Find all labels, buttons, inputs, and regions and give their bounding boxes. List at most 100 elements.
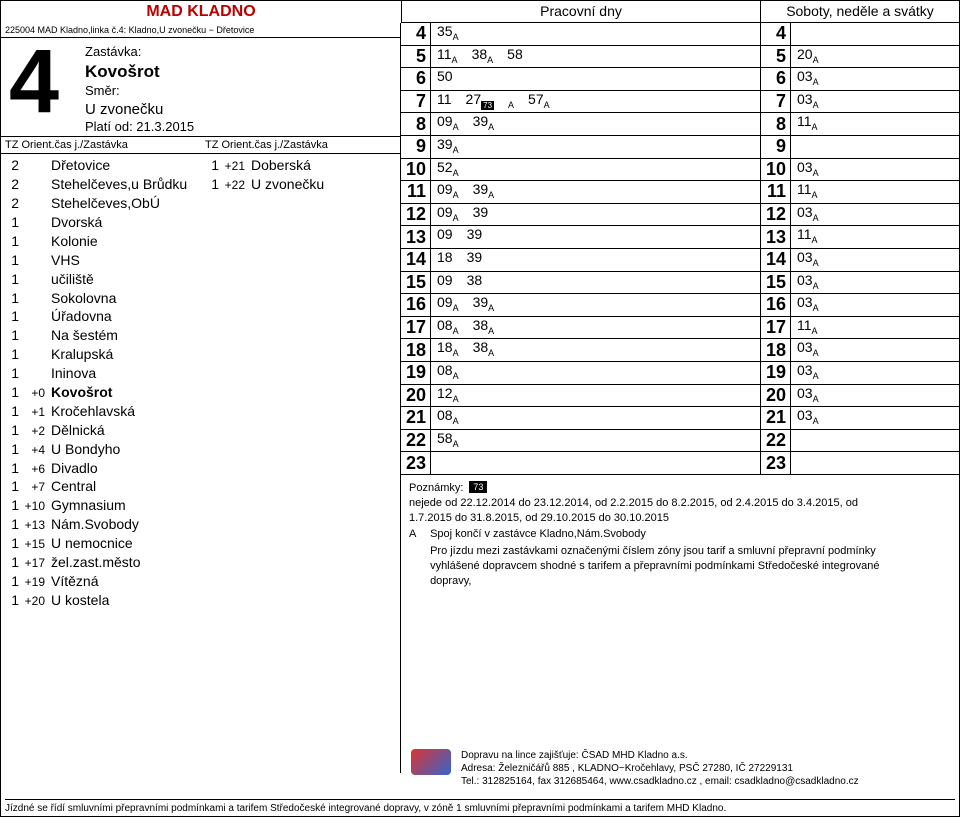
schedule-row: 2108A <box>401 407 760 430</box>
schedule-row: 650 <box>401 68 760 91</box>
operator-line1: Dopravu na lince zajišťuje: ČSAD MHD Kla… <box>461 749 859 762</box>
stop-row: 1+17žel.zast.město <box>5 553 201 572</box>
operator-text: Dopravu na lince zajišťuje: ČSAD MHD Kla… <box>461 749 859 788</box>
schedule-row: 435A <box>401 23 760 46</box>
valid-from: Platí od: 21.3.2015 <box>85 119 194 136</box>
operator-info: Dopravu na lince zajišťuje: ČSAD MHD Kla… <box>411 749 953 788</box>
schedule-row: 7112773A57A <box>401 91 760 114</box>
stop-row: 1Sokolovna <box>5 289 201 308</box>
header-workdays: Pracovní dny <box>401 1 761 23</box>
direction-name: U zvonečku <box>85 100 194 120</box>
stop-row: 1Dvorská <box>5 213 201 232</box>
stops-list: 2Dřetovice2Stehelčeves,u Brůdku2Stehelče… <box>1 154 400 609</box>
schedule-row: 2103A <box>761 407 959 430</box>
stop-row: 1+13Nám.Svobody <box>5 515 201 534</box>
col-header-right: TZ Orient.čas j./Zastávka <box>201 139 400 151</box>
stop-row: 2Dřetovice <box>5 156 201 175</box>
schedule-row: 2258A <box>401 430 760 453</box>
stop-row: 1+22U zvonečku <box>205 175 400 194</box>
title: MAD KLADNO <box>1 1 401 23</box>
schedule-row: 1908A <box>401 362 760 385</box>
header-weekends: Soboty, neděle a svátky <box>761 1 959 23</box>
schedule-row: 1903A <box>761 362 959 385</box>
operator-logo <box>411 749 451 775</box>
main: 225004 MAD Kladno,linka č.4: Kladno,U zv… <box>1 23 959 773</box>
stop-row: 1Úřadovna <box>5 307 201 326</box>
schedule-row: 1111A <box>761 181 959 204</box>
schedule-row: 520A <box>761 46 959 69</box>
stops-col-right: 1+21Doberská1+22U zvonečku <box>201 156 400 609</box>
schedule-row: 141839 <box>401 249 760 272</box>
schedule-row: 703A <box>761 91 959 114</box>
notes-row: A Spoj končí v zastávce Kladno,Nám.Svobo… <box>409 527 951 542</box>
stop-row: 1+4U Bondyho <box>5 440 201 459</box>
stop-row: 1+20U kostela <box>5 591 201 610</box>
stops-col-headers: TZ Orient.čas j./Zastávka TZ Orient.čas … <box>1 136 400 154</box>
schedule-row: 2012A <box>401 385 760 408</box>
stop-label: Zastávka: <box>85 44 194 61</box>
col-header-left: TZ Orient.čas j./Zastávka <box>1 139 201 151</box>
line-code: 225004 MAD Kladno,linka č.4: Kladno,U zv… <box>1 23 400 38</box>
stop-name: Kovošrot <box>85 61 194 83</box>
schedule-row: 603A <box>761 68 959 91</box>
stop-row: 1Kralupská <box>5 345 201 364</box>
stop-row: 1+15U nemocnice <box>5 534 201 553</box>
timetable-page: MAD KLADNO Pracovní dny Soboty, neděle a… <box>0 0 960 817</box>
stop-row: 1+1Kročehlavská <box>5 402 201 421</box>
schedule-row: 1803A <box>761 339 959 362</box>
schedule-row: 4 <box>761 23 959 46</box>
stop-row: 2Stehelčeves,u Brůdku <box>5 175 201 194</box>
schedule-workdays: 435A511A38A586507112773A57A809A39A939A10… <box>401 23 761 475</box>
schedule-row: 130939 <box>401 226 760 249</box>
schedule: 435A511A38A586507112773A57A809A39A939A10… <box>401 23 959 475</box>
schedule-row: 1003A <box>761 159 959 182</box>
stop-row: 1+10Gymnasium <box>5 496 201 515</box>
stop-row: 1+7Central <box>5 477 201 496</box>
stop-row: 1+0Kovošrot <box>5 383 201 402</box>
stop-info: Zastávka: Kovošrot Směr: U zvonečku Plat… <box>81 38 194 136</box>
schedule-row: 23 <box>761 452 959 475</box>
schedule-row: 1603A <box>761 294 959 317</box>
schedule-row: 150938 <box>401 272 760 295</box>
tariff-note: Jízdné se řídí smluvními přepravními pod… <box>5 799 955 814</box>
stop-row: 2Stehelčeves,ObÚ <box>5 194 201 213</box>
schedule-row: 2003A <box>761 385 959 408</box>
schedule-row: 1708A38A <box>401 317 760 340</box>
stop-row: 1učiliště <box>5 270 201 289</box>
schedule-row: 1609A39A <box>401 294 760 317</box>
schedule-row: 1109A39A <box>401 181 760 204</box>
schedule-row: 1052A <box>401 159 760 182</box>
schedule-weekends: 4520A603A703A811A91003A1111A1203A1311A14… <box>761 23 959 475</box>
route-box: 4 Zastávka: Kovošrot Směr: U zvonečku Pl… <box>1 38 400 136</box>
schedule-row: 1203A <box>761 204 959 227</box>
schedule-row: 811A <box>761 113 959 136</box>
schedule-row: 1818A38A <box>401 339 760 362</box>
stop-row: 1+21Doberská <box>205 156 400 175</box>
schedule-row: 1311A <box>761 226 959 249</box>
right-panel: 435A511A38A586507112773A57A809A39A939A10… <box>401 23 959 773</box>
notes-row: Poznámky:73 nejede od 22.12.2014 do 23.1… <box>409 481 951 526</box>
schedule-row: 1209A39 <box>401 204 760 227</box>
operator-line3: Tel.: 312825164, fax 312685464, www.csad… <box>461 775 859 788</box>
schedule-row: 22 <box>761 430 959 453</box>
schedule-row: 511A38A58 <box>401 46 760 69</box>
stops-col-left: 2Dřetovice2Stehelčeves,u Brůdku2Stehelče… <box>1 156 201 609</box>
route-number: 4 <box>1 38 81 136</box>
direction-label: Směr: <box>85 83 194 100</box>
schedule-row: 939A <box>401 136 760 159</box>
stop-row: 1VHS <box>5 251 201 270</box>
header-row: MAD KLADNO Pracovní dny Soboty, neděle a… <box>1 1 959 23</box>
operator-line2: Adresa: Železničářů 885 , KLADNO−Kročehl… <box>461 762 859 775</box>
schedule-row: 23 <box>401 452 760 475</box>
stop-row: 1+6Divadlo <box>5 459 201 478</box>
left-panel: 225004 MAD Kladno,linka č.4: Kladno,U zv… <box>1 23 401 773</box>
notes-row: Pro jízdu mezi zastávkami označenými čís… <box>409 544 951 589</box>
stop-row: 1+2Dělnická <box>5 421 201 440</box>
stop-row: 1Kolonie <box>5 232 201 251</box>
schedule-row: 1711A <box>761 317 959 340</box>
schedule-row: 809A39A <box>401 113 760 136</box>
schedule-row: 1403A <box>761 249 959 272</box>
stop-row: 1Na šestém <box>5 326 201 345</box>
schedule-row: 1503A <box>761 272 959 295</box>
schedule-row: 9 <box>761 136 959 159</box>
